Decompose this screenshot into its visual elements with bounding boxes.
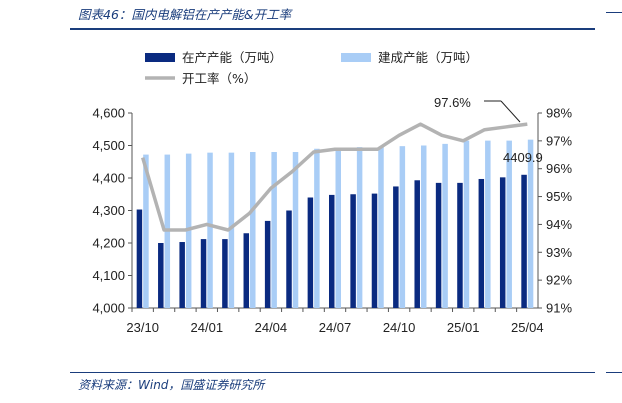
bar-in-production	[478, 178, 485, 308]
legend-label-in-production: 在产产能（万吨）	[182, 50, 282, 65]
bar-built	[399, 146, 406, 308]
bar-built	[356, 147, 363, 308]
bar-in-production	[200, 239, 207, 308]
bar-in-production	[414, 180, 420, 308]
bar-in-production	[329, 194, 335, 308]
legend-label-built: 建成产能（万吨）	[378, 50, 478, 65]
legend-swatch-built	[341, 53, 371, 62]
bar-in-production	[457, 182, 463, 308]
left-tick-label: 4,400	[92, 171, 125, 186]
bar-in-production	[371, 193, 378, 308]
bar-in-production	[499, 177, 506, 308]
source-rule	[70, 372, 595, 373]
bar-built	[335, 148, 341, 308]
x-tick-label: 24/07	[319, 320, 352, 335]
annotation-value-label: 4409.9	[503, 150, 543, 165]
right-tick-label: 95%	[546, 189, 572, 204]
annotations: 97.6% 4409.9	[434, 95, 543, 165]
bar-built	[442, 143, 448, 308]
right-tick-label: 91%	[546, 301, 572, 316]
edge-mark	[606, 372, 622, 373]
annotation-leader	[500, 100, 521, 123]
right-tick-label: 97%	[546, 133, 572, 148]
right-tick-label: 98%	[546, 106, 572, 121]
x-tick-label: 24/04	[255, 320, 288, 335]
x-tick-label: 23/10	[126, 320, 159, 335]
bar-built	[314, 148, 320, 308]
annotation-rate-label: 97.6%	[434, 95, 471, 110]
bar-built	[292, 152, 299, 308]
bar-built	[207, 152, 213, 308]
title-rule	[70, 28, 595, 30]
bar-in-production	[179, 242, 185, 308]
legend: 在产产能（万吨） 建成产能（万吨） 开工率（%）	[145, 50, 478, 86]
bar-built	[271, 152, 277, 308]
axes: 4,000 4,100 4,200 4,300 4,400 4,500 4,600 91% 92…	[92, 106, 572, 336]
right-tick-label: 93%	[546, 245, 572, 260]
right-tick-label: 96%	[546, 161, 572, 176]
bar-in-production	[350, 194, 356, 308]
left-tick-label: 4,300	[92, 203, 125, 218]
bar-built	[463, 140, 470, 308]
bar-in-production	[136, 209, 143, 308]
bar-built	[527, 139, 534, 308]
bar-built	[485, 140, 491, 308]
bar-in-production	[521, 174, 527, 308]
x-tick-label: 24/10	[383, 320, 416, 335]
edge-mark	[606, 12, 622, 13]
bar-built	[506, 140, 512, 308]
bar-built	[378, 146, 384, 308]
bar-in-production	[435, 182, 442, 308]
source-note: 资料来源：Wind，国盛证券研究所	[78, 378, 265, 392]
bar-in-production	[222, 239, 228, 308]
legend-label-rate: 开工率（%）	[182, 71, 256, 86]
bar-in-production	[286, 210, 292, 308]
left-tick-label: 4,100	[92, 268, 125, 283]
bar-in-production	[158, 243, 164, 308]
rate-line	[141, 122, 528, 232]
legend-swatch-in-production	[145, 53, 175, 62]
bar-in-production	[307, 197, 314, 308]
bar-in-production	[243, 233, 250, 308]
figure-title: 图表46：国内电解铝在产产能&开工率	[78, 7, 292, 22]
bar-in-production	[393, 186, 399, 308]
left-tick-label: 4,000	[92, 301, 125, 316]
rate-line-path	[141, 122, 528, 232]
bar-built	[143, 154, 149, 308]
bars	[136, 139, 534, 308]
x-tick-label: 25/04	[511, 320, 544, 335]
bar-built	[250, 152, 256, 308]
bar-built	[420, 145, 427, 308]
left-tick-label: 4,500	[92, 138, 125, 153]
x-tick-label: 25/01	[447, 320, 480, 335]
bar-built	[228, 152, 235, 308]
right-tick-label: 94%	[546, 217, 572, 232]
right-tick-label: 92%	[546, 273, 572, 288]
x-tick-label: 24/01	[191, 320, 224, 335]
bar-in-production	[264, 220, 271, 308]
left-tick-label: 4,600	[92, 106, 125, 121]
left-tick-label: 4,200	[92, 236, 125, 251]
